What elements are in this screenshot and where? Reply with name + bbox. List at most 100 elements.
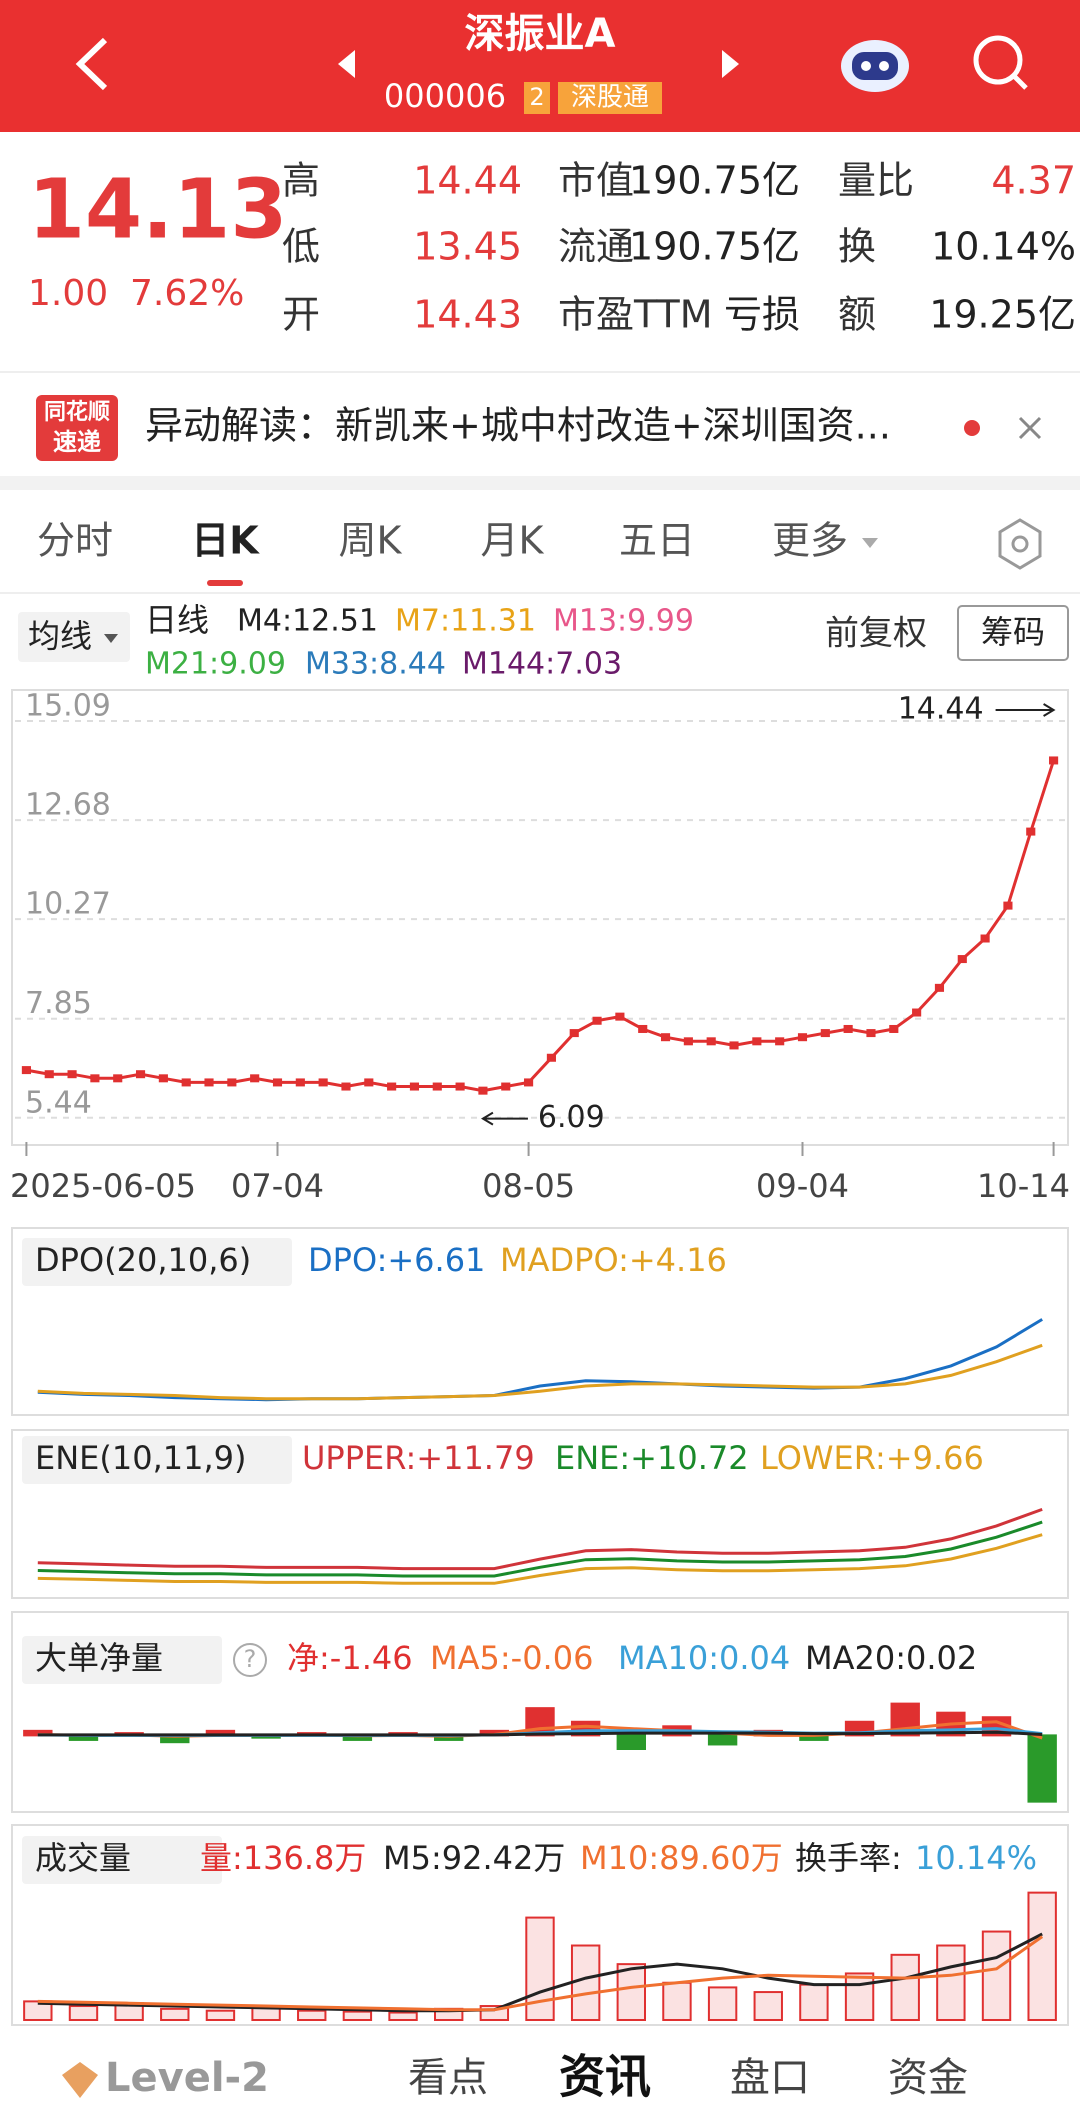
series-line xyxy=(37,1533,1043,1585)
bar xyxy=(342,2010,373,2022)
quote-value: 190.75亿 xyxy=(629,225,800,269)
panel-frame xyxy=(11,689,1069,1146)
x-tick-label: 08-05 xyxy=(482,1167,575,1205)
section-gap xyxy=(0,476,1080,490)
panel-frame xyxy=(11,1227,1069,1416)
adjust[interactable]: 前复权 xyxy=(825,614,927,654)
nav-item[interactable]: Level-2 xyxy=(105,2055,269,2101)
legend-item: 量:136.8万 xyxy=(200,1839,366,1877)
nav-item[interactable]: 资讯 xyxy=(559,2050,651,2104)
bar xyxy=(753,1991,783,2022)
series-line xyxy=(37,1507,1043,1571)
y-tick-label: 7.85 xyxy=(25,986,92,1021)
tab[interactable]: 更多 xyxy=(772,519,848,563)
quote-value: 190.75亿 xyxy=(629,159,800,203)
indicator-title: 大单净量 xyxy=(35,1639,163,1677)
badge-box xyxy=(558,82,662,114)
quote-label: 高 xyxy=(282,159,320,203)
news-text[interactable]: 异动解读：新凯来+城中村改造+深圳国资... xyxy=(145,404,891,448)
tab[interactable]: 月K xyxy=(481,519,545,563)
quote-label: 量比 xyxy=(838,159,914,203)
bar xyxy=(616,1734,647,1751)
indicator-button[interactable] xyxy=(22,1238,292,1286)
bar xyxy=(68,2005,99,2021)
x-tick-label: 07-04 xyxy=(231,1167,324,1205)
quote-label: 开 xyxy=(282,293,320,337)
back-button[interactable] xyxy=(75,37,108,91)
legend-item: MADPO:+4.16 xyxy=(500,1241,727,1279)
next-stock[interactable] xyxy=(722,50,739,78)
period: 日线 xyxy=(145,601,209,639)
ma-legend: M33:8.44 xyxy=(305,647,446,682)
dropdown-caret xyxy=(862,538,878,548)
robot-icon[interactable] xyxy=(841,40,909,92)
bar xyxy=(662,1981,692,2022)
legend-item: LOWER:+9.66 xyxy=(760,1439,984,1477)
series-line xyxy=(37,1318,1043,1402)
quote-value: 19.25亿 xyxy=(929,293,1076,337)
tab[interactable]: 五日 xyxy=(619,519,695,563)
prev-stock[interactable] xyxy=(338,50,355,78)
bar xyxy=(1027,1891,1057,2022)
quote-value: 10.14% xyxy=(931,225,1076,269)
dropdown-caret xyxy=(104,634,118,643)
bar xyxy=(570,1944,601,2021)
tab[interactable]: 周K xyxy=(339,519,403,563)
panel-frame xyxy=(11,1611,1069,1813)
close-news[interactable] xyxy=(1018,416,1042,440)
tab[interactable]: 日K xyxy=(191,519,260,563)
y-tick-label: 12.68 xyxy=(25,788,111,823)
stock-title: 深振业A xyxy=(465,11,616,57)
quote-value: 14.44 xyxy=(413,159,522,203)
chips-button[interactable] xyxy=(957,605,1069,661)
y-tick-label: 10.27 xyxy=(25,887,111,922)
bar xyxy=(616,1963,647,2022)
chips: 筹码 xyxy=(981,613,1045,651)
high-arrow xyxy=(995,703,1056,717)
quote-value: 4.37 xyxy=(991,159,1076,203)
indicator-title: 成交量 xyxy=(35,1839,131,1877)
bar xyxy=(1027,1734,1057,1803)
indicator-title: ENE(10,11,9) xyxy=(35,1439,246,1477)
search-icon[interactable] xyxy=(973,35,1028,90)
x-tick-label: 10-14 xyxy=(977,1167,1070,1205)
bar xyxy=(936,1944,966,2021)
indicator-button[interactable] xyxy=(22,1836,222,1884)
ma-legend: M4:12.51 xyxy=(237,604,378,639)
badge-num: 2 xyxy=(529,83,544,111)
help: ? xyxy=(244,1645,257,1673)
legend-item: MA20:0.02 xyxy=(805,1639,977,1677)
price: 14.13 xyxy=(28,162,287,257)
help-icon[interactable] xyxy=(233,1643,267,1677)
change-pct: 7.62% xyxy=(130,273,244,314)
nav-item[interactable]: 资金 xyxy=(888,2055,968,2101)
legend-item: ENE:+10.72 xyxy=(555,1439,749,1477)
legend-item: MA5:-0.06 xyxy=(430,1639,593,1677)
legend-item: DPO:+6.61 xyxy=(308,1241,485,1279)
legend-item: MA10:0.04 xyxy=(618,1639,790,1677)
tab[interactable]: 分时 xyxy=(37,519,113,563)
stock-code: 000006 xyxy=(384,77,506,115)
y-tick-label: 15.09 xyxy=(25,688,111,723)
settings-icon[interactable] xyxy=(998,518,1042,570)
quote-label: 市值 xyxy=(558,159,634,203)
ma-legend: M21:9.09 xyxy=(145,647,286,682)
panel-frame xyxy=(11,1429,1069,1599)
bar xyxy=(844,1972,875,2021)
bar xyxy=(707,1986,738,2022)
news-brand xyxy=(36,395,118,461)
bar xyxy=(160,2007,190,2022)
ma-legend: M144:7.03 xyxy=(462,647,622,682)
indicator-button[interactable] xyxy=(18,612,130,662)
indicator-button[interactable] xyxy=(22,1636,222,1684)
indicator-button[interactable] xyxy=(22,1436,292,1484)
low-label: 6.09 xyxy=(538,1100,605,1135)
nav-item[interactable]: 盘口 xyxy=(730,2055,810,2101)
nav-item[interactable]: 看点 xyxy=(408,2055,488,2101)
news-brand: 同花顺 xyxy=(44,399,110,425)
low-arrow xyxy=(480,1111,528,1126)
turnover-value: 10.14% xyxy=(915,1839,1037,1877)
bar xyxy=(297,2009,327,2022)
